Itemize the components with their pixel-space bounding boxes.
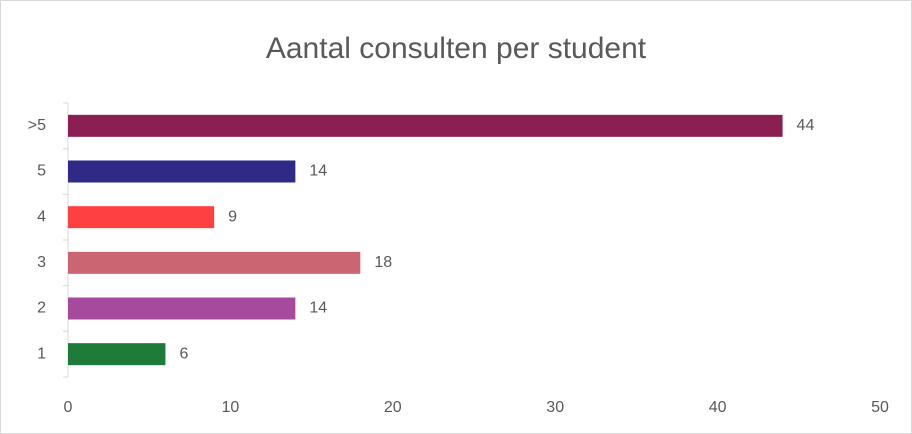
bar [68,160,296,183]
bar [68,206,215,229]
y-tick-label: 4 [37,208,46,225]
data-label: 44 [797,117,815,134]
x-tick-label: 0 [64,399,73,416]
y-tick-label: >5 [28,117,46,134]
x-tick-label: 30 [546,399,564,416]
chart-title: Aantal consulten per student [266,32,647,65]
y-tick-label: 1 [37,345,46,362]
data-label: 18 [374,254,392,271]
y-tick-label: 3 [37,254,46,271]
y-tick-label: 5 [37,163,46,180]
data-label: 9 [228,208,237,225]
x-tick-label: 40 [709,399,727,416]
data-label: 14 [309,163,327,180]
x-tick-label: 10 [222,399,240,416]
bar [68,297,296,320]
data-label: 6 [179,345,188,362]
bar [68,251,361,274]
bar [68,114,783,137]
bar [68,343,166,366]
data-label: 14 [309,300,327,317]
x-tick-label: 20 [384,399,402,416]
x-tick-label: 50 [871,399,889,416]
y-tick-label: 2 [37,300,46,317]
